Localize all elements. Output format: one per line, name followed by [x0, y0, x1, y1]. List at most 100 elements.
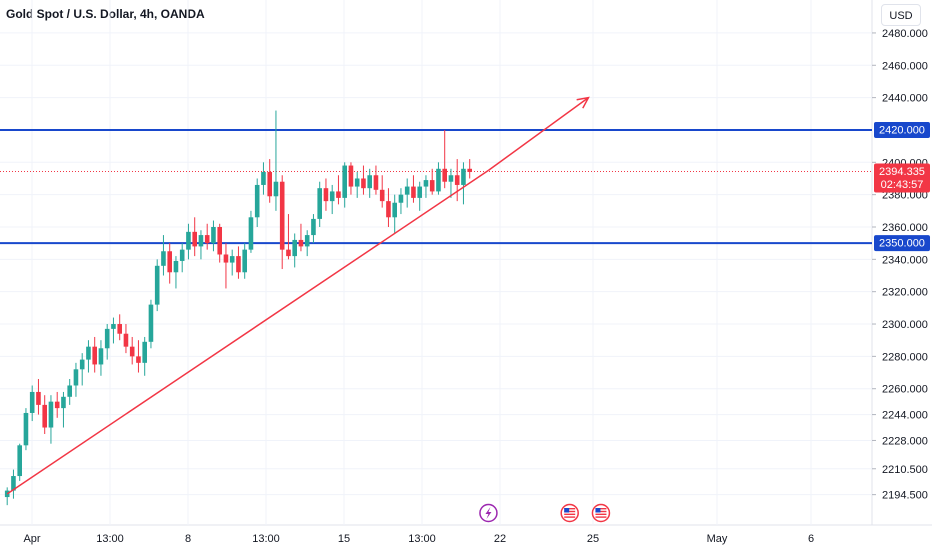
lightning-icon-bolt — [485, 507, 492, 519]
candle-body — [461, 168, 466, 185]
candle-body — [204, 235, 210, 244]
candle-body — [104, 328, 110, 349]
candle-body — [186, 231, 191, 250]
trend-line — [6, 96, 590, 495]
candle-body — [42, 404, 47, 428]
y-tick-label: 2228.000 — [882, 435, 928, 447]
candle-body — [92, 346, 97, 365]
candle-body — [223, 254, 229, 263]
upper-level-label: 2420.000 — [879, 124, 925, 136]
candle-body — [79, 359, 85, 370]
candle-body — [398, 194, 404, 203]
x-tick-label: Apr — [23, 533, 40, 545]
y-tick-label: 2460.000 — [882, 60, 928, 72]
candle-body — [454, 175, 460, 185]
candle-body — [386, 201, 391, 218]
candle-body — [342, 165, 347, 198]
trend-line-segment — [6, 169, 489, 495]
candle-body — [142, 341, 147, 363]
flag-stripe — [564, 508, 576, 510]
candle-body — [329, 191, 335, 202]
last-price-label: 02:43:57 — [881, 179, 924, 191]
candle-body — [448, 175, 454, 182]
candle-body — [129, 346, 135, 357]
x-tick-label: 8 — [185, 533, 191, 545]
candle-body — [436, 168, 441, 192]
flag-canton — [595, 508, 601, 513]
candle-body — [298, 239, 304, 247]
flag-stripe — [564, 510, 576, 513]
candle-body — [192, 231, 197, 247]
flag-stripe — [595, 513, 607, 515]
x-tick-label: 13:00 — [252, 533, 280, 545]
candle-body — [273, 181, 279, 197]
candle-body — [161, 251, 166, 266]
candle-body — [36, 391, 41, 405]
us-flag-icon[interactable] — [560, 503, 579, 523]
y-tick-label: 2260.000 — [882, 384, 928, 396]
candle-body — [136, 356, 141, 363]
y-tick-label: 2480.000 — [882, 28, 928, 40]
currency-button[interactable]: USD — [881, 4, 921, 26]
flag-icon-circle — [591, 503, 611, 523]
candle-body — [148, 304, 154, 342]
flag-stripe — [564, 513, 576, 515]
price-axis: 2480.0002460.0002440.0002400.0002380.000… — [872, 28, 928, 502]
candle-body — [54, 401, 60, 409]
x-tick-label: May — [707, 533, 728, 545]
candle-body — [242, 249, 247, 273]
candle-body — [179, 249, 185, 261]
candle-body — [154, 265, 160, 305]
flag-stripe — [595, 516, 607, 518]
candle-body — [348, 165, 354, 187]
flag-stripe — [564, 516, 576, 518]
flag-stripe — [595, 508, 607, 510]
candle-body — [442, 168, 447, 182]
x-tick-label: 13:00 — [96, 533, 124, 545]
candle-body — [29, 391, 35, 413]
y-tick-label: 2244.000 — [882, 410, 928, 422]
flag-icon-circle — [560, 503, 579, 523]
candle-body — [404, 186, 410, 195]
lightning-icon[interactable] — [479, 503, 498, 523]
x-tick-label: 22 — [494, 533, 506, 545]
x-tick-label: 6 — [808, 533, 814, 545]
candle-body — [236, 256, 241, 273]
candle-body — [254, 184, 260, 218]
candle-body — [423, 180, 429, 187]
candle-body — [379, 189, 385, 202]
candle-body — [117, 324, 122, 334]
y-tick-label: 2320.000 — [882, 287, 928, 299]
chart-title: Gold Spot / U.S. Dollar, 4h, OANDA — [6, 7, 205, 21]
y-tick-label: 2210.500 — [882, 464, 928, 476]
candles — [4, 110, 472, 506]
arrow-head — [576, 96, 590, 109]
candle-body — [367, 175, 372, 189]
candle-body — [311, 218, 316, 236]
candle-body — [211, 226, 216, 244]
candle-body — [292, 239, 297, 257]
x-tick-label: 15 — [338, 533, 350, 545]
candle-body — [248, 217, 254, 250]
us-flag-icon[interactable] — [591, 503, 611, 523]
y-tick-label: 2340.000 — [882, 254, 928, 266]
candle-body — [73, 369, 79, 386]
candle-body — [429, 180, 435, 192]
candle-body — [11, 476, 16, 491]
y-tick-label: 2300.000 — [882, 319, 928, 331]
x-tick-label: 13:00 — [408, 533, 436, 545]
candle-body — [373, 175, 379, 190]
candle-body — [261, 172, 266, 185]
y-tick-label: 2280.000 — [882, 351, 928, 363]
candle-body — [417, 186, 422, 198]
x-tick-label: 25 — [587, 533, 599, 545]
candle-body — [279, 181, 285, 250]
candle-body — [98, 348, 104, 365]
candle-body — [198, 235, 204, 247]
candle-body — [167, 251, 172, 273]
candle-body — [286, 249, 291, 257]
y-tick-label: 2440.000 — [882, 93, 928, 105]
candle-body — [17, 445, 22, 477]
